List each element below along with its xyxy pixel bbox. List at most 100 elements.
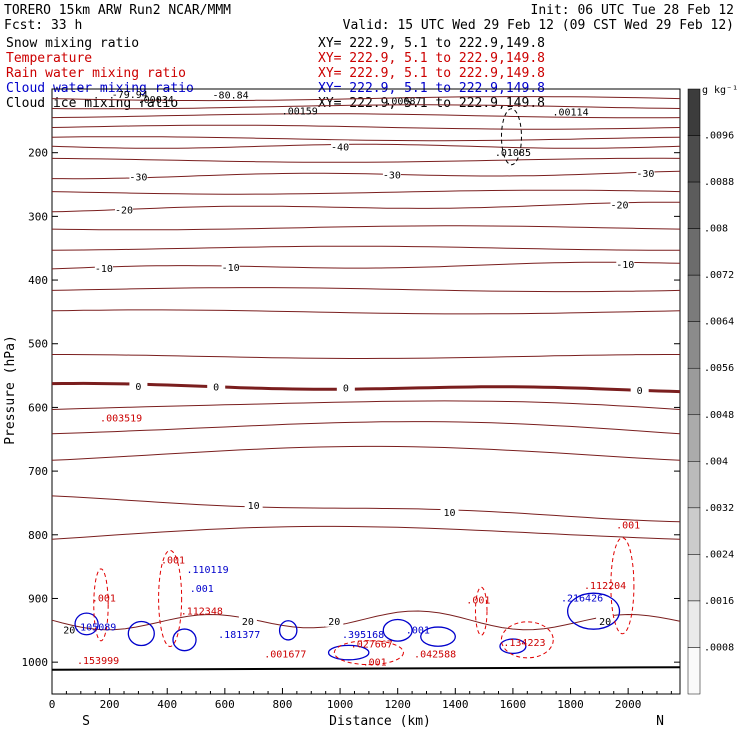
temperature-contour (51, 113, 681, 119)
contour-label-bg (129, 379, 148, 392)
temperature-contour-labeled (51, 495, 681, 523)
x-tick-label: 1400 (442, 698, 469, 711)
x-tick-label: 1600 (500, 698, 527, 711)
max-value-label: .001 (406, 626, 430, 637)
max-value-label: .001 (161, 555, 185, 566)
cloud-water-contour (127, 620, 155, 647)
temperature-contour-label: -30 (129, 172, 147, 183)
x-tick-label: 1000 (327, 698, 354, 711)
temperature-contour-labeled (51, 381, 681, 394)
colorbar-swatch (687, 507, 701, 555)
rain-water-contour (333, 640, 404, 666)
y-tick-label: 200 (28, 147, 48, 160)
y-tick-label: 900 (28, 592, 48, 605)
max-value-label: .153999 (77, 656, 119, 667)
cloud-ice-contour (500, 108, 522, 166)
temperature-contour-label: 20 (599, 617, 611, 628)
contour-label-bg (325, 614, 344, 627)
colorbar-swatch (687, 554, 701, 602)
colorbar-swatch (687, 600, 701, 648)
colorbar-label: .0016 (704, 596, 734, 607)
y-tick-label: 700 (28, 465, 48, 478)
contour-label-bg (238, 614, 257, 627)
cloud-water-contour (382, 618, 413, 642)
temperature-contour-label: -40 (331, 142, 349, 153)
x-tick-label: 1800 (557, 698, 584, 711)
contour-label-bg (440, 505, 459, 518)
max-value-label: .001677 (264, 650, 306, 661)
x-tick-label: 200 (100, 698, 120, 711)
temperature-contour (51, 189, 681, 195)
cloud-water-contour (420, 626, 456, 647)
max-value-label: -79.94 (112, 90, 148, 101)
field-xy: XY= 222.9, 5.1 to 222.9,149.8 (318, 36, 545, 51)
max-value-label: .105089 (74, 622, 116, 633)
cloud-water-contour (74, 612, 99, 636)
colorbar-swatch (687, 274, 701, 322)
x-tick-label: 2000 (615, 698, 642, 711)
temperature-contour-label: -20 (115, 205, 133, 216)
temperature-contour (51, 400, 681, 410)
colorbar-label: .0032 (704, 503, 734, 514)
cloud-water-contour (499, 638, 527, 655)
header-line2-right: Valid: 15 UTC Wed 29 Feb 12 (09 CST Wed … (343, 18, 734, 33)
contour-label-bg (610, 198, 629, 211)
y-axis-label: Pressure (hPa) (3, 335, 18, 445)
colorbar-label: .0088 (704, 177, 734, 188)
y-tick-label: 800 (28, 529, 48, 542)
colorbar-label: .0056 (704, 363, 734, 374)
colorbar-label: .004 (704, 456, 728, 467)
max-value-label: .00034 (138, 95, 174, 106)
temperature-contour-label: 0 (135, 382, 141, 393)
colorbar-swatch (687, 647, 701, 695)
cloud-water-contour (172, 628, 197, 652)
colorbar-label: .0008 (704, 642, 734, 653)
contour-label-bg (596, 614, 615, 627)
contour-label-bg (331, 140, 350, 153)
y-tick-label: 600 (28, 401, 48, 414)
colorbar-label: .008 (704, 224, 728, 235)
temperature-contour (51, 245, 680, 251)
max-value-label: -80.84 (213, 91, 249, 102)
colorbar-swatch (687, 321, 701, 369)
max-value-label: .395168 (342, 630, 384, 641)
temperature-contour (51, 136, 681, 142)
header-line1-left: TORERO 15km ARW Run2 NCAR/MMM (4, 3, 231, 18)
temperature-contour-label: -30 (383, 171, 401, 182)
rain-water-contour (158, 549, 183, 647)
max-value-label: .00087 (385, 96, 421, 107)
cloud-water-contour (278, 620, 298, 641)
colorbar-swatch (687, 181, 701, 229)
temperature-contour-label: 0 (213, 382, 219, 393)
max-value-label: .110119 (186, 565, 228, 576)
colorbar-swatch (687, 88, 701, 136)
contour-label-bg (244, 498, 263, 511)
colorbar-swatch (687, 461, 701, 509)
temperature-contour (51, 104, 681, 110)
temperature-contour-labeled (51, 261, 681, 270)
colorbar-label: .0064 (704, 317, 734, 328)
field-xy: XY= 222.9, 5.1 to 222.9,149.8 (318, 96, 545, 111)
max-value-label: .181377 (218, 630, 260, 641)
max-value-label: .003519 (100, 413, 142, 424)
max-value-label: .001 (616, 520, 640, 531)
max-value-label: .001 (92, 594, 116, 605)
max-value-label: .001 (466, 596, 490, 607)
header-line1-right: Init: 06 UTC Tue 28 Feb 12 (531, 3, 735, 18)
rain-water-contour (474, 586, 488, 636)
temperature-contour (51, 421, 681, 435)
max-value-label: .027667 (351, 640, 393, 651)
temperature-contour (51, 157, 681, 163)
colorbar-swatch (687, 367, 701, 416)
temperature-contour (51, 124, 681, 130)
temperature-contour-label: 10 (444, 508, 456, 519)
y-tick-label: 300 (28, 210, 48, 223)
colorbar-swatch (687, 228, 701, 276)
contour-label-bg (115, 203, 134, 216)
rain-water-contour (500, 621, 554, 659)
header-line2-left: Fcst: 33 h (4, 18, 82, 33)
colorbar-swatch (687, 135, 701, 183)
temperature-contour-label: 0 (343, 383, 349, 394)
x-axis-label: Distance (km) (329, 714, 431, 729)
temperature-contour-labeled (51, 610, 681, 631)
